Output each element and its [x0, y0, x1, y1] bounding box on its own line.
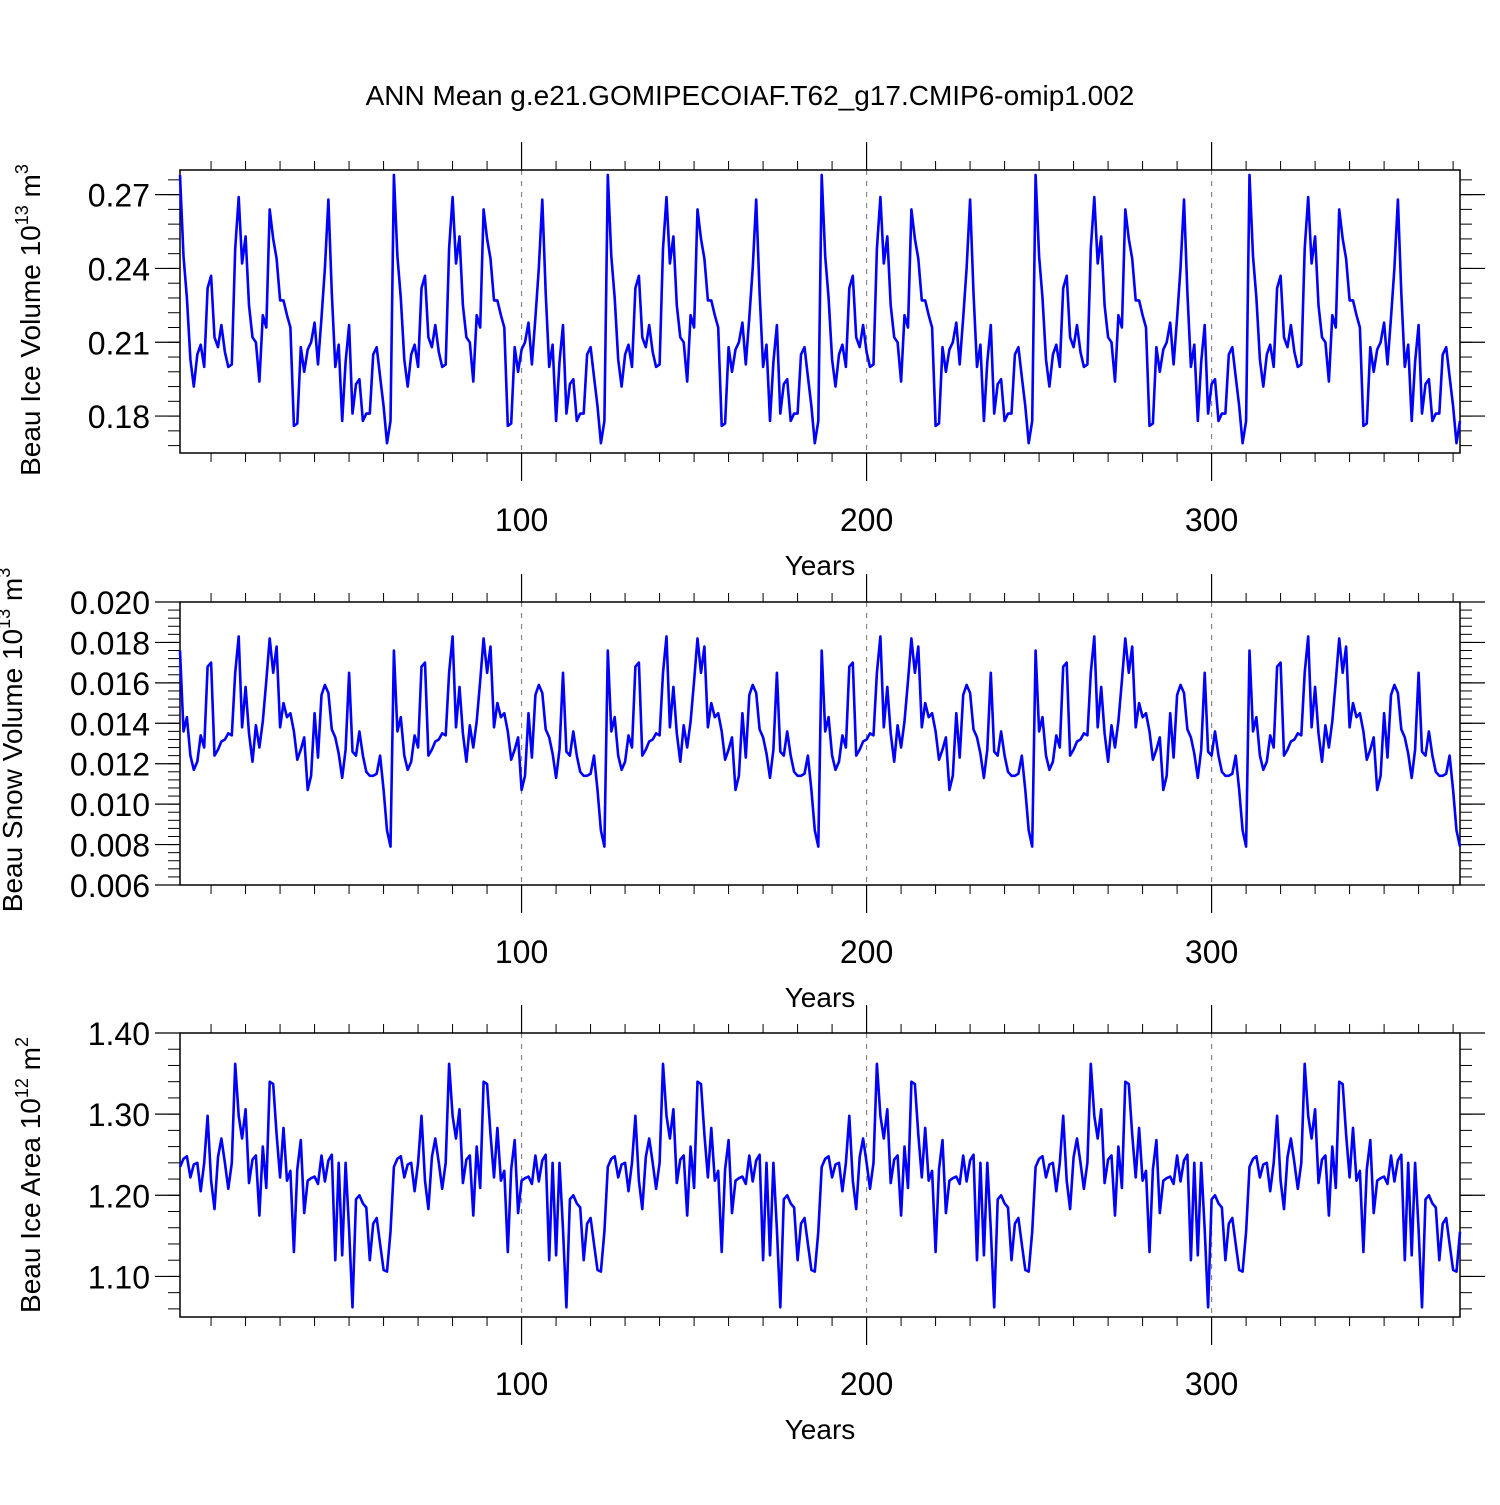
x-tick-label: 200	[840, 502, 893, 538]
y-tick-label: 0.008	[70, 828, 150, 864]
y-tick-label: 0.18	[88, 399, 150, 435]
y-tick-label: 0.21	[88, 325, 150, 361]
x-tick-label: 300	[1185, 1366, 1238, 1402]
y-tick-label: 1.10	[88, 1259, 150, 1295]
x-axis-label: Years	[785, 982, 856, 1013]
x-tick-label: 100	[495, 1366, 548, 1402]
x-tick-label: 200	[840, 934, 893, 970]
x-axis-label: Years	[785, 1414, 856, 1445]
y-tick-label: 0.016	[70, 666, 150, 702]
y-tick-label: 0.012	[70, 747, 150, 783]
y-axis-label: Beau Ice Volume 1013 m3	[12, 164, 46, 476]
y-tick-label: 0.018	[70, 625, 150, 661]
x-tick-label: 100	[495, 502, 548, 538]
series-line	[178, 173, 1462, 445]
plot-frame	[179, 1032, 1461, 1318]
x-tick-label: 300	[1185, 502, 1238, 538]
y-axis-label: Beau Snow Volume 1013 m3	[0, 568, 28, 912]
plot-frame	[179, 169, 1461, 454]
series-line	[178, 635, 1462, 848]
y-tick-label: 0.010	[70, 787, 150, 823]
chart-title: ANN Mean g.e21.GOMIPECOIAF.T62_g17.CMIP6…	[365, 80, 1135, 111]
y-tick-label: 1.20	[88, 1178, 150, 1214]
y-tick-label: 0.020	[70, 585, 150, 621]
y-axis-label: Beau Ice Area 1012 m2	[12, 1037, 46, 1313]
y-tick-label: 1.30	[88, 1097, 150, 1133]
x-axis-label: Years	[785, 550, 856, 581]
x-tick-label: 200	[840, 1366, 893, 1402]
y-tick-label: 0.24	[88, 251, 150, 287]
series-line	[178, 1062, 1462, 1309]
y-tick-label: 0.006	[70, 868, 150, 904]
y-tick-label: 0.014	[70, 706, 150, 742]
y-tick-label: 1.40	[88, 1016, 150, 1052]
x-tick-label: 300	[1185, 934, 1238, 970]
y-tick-label: 0.27	[88, 178, 150, 214]
x-tick-label: 100	[495, 934, 548, 970]
plot-frame	[179, 601, 1461, 886]
